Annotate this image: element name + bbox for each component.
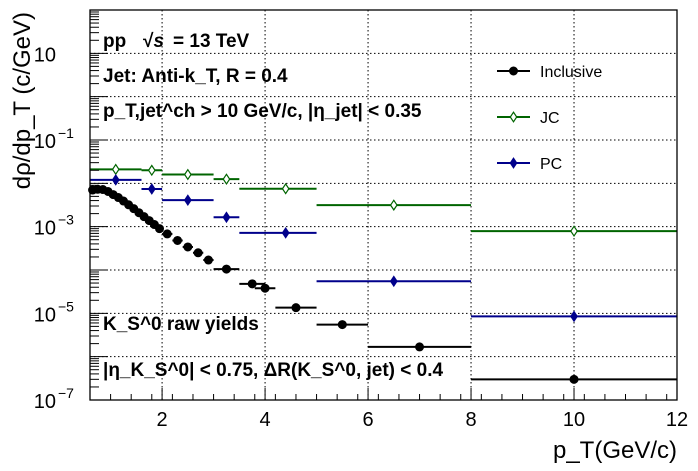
- legend-label: Inclusive: [540, 64, 602, 81]
- y-tick-exponent: −1: [58, 125, 74, 141]
- y-tick-exponent: −5: [58, 298, 74, 314]
- plot-frame: [89, 9, 678, 401]
- legend: Inclusive JC PC: [497, 64, 602, 173]
- data-point: [389, 275, 398, 288]
- annot-eta-cut: |η_K_S^0| < 0.75, ΔR(K_S^0, jet) < 0.4: [103, 360, 444, 381]
- data-point: [183, 242, 193, 252]
- data-point: [147, 164, 156, 177]
- data-point: [389, 199, 398, 211]
- data-point: [183, 168, 192, 181]
- data-point: [221, 264, 231, 274]
- data-point: [260, 283, 270, 293]
- data-point: [222, 211, 231, 224]
- data-point: [183, 194, 192, 206]
- data-point: [155, 224, 165, 234]
- data-point: [173, 235, 183, 245]
- legend-label: JC: [540, 110, 560, 127]
- data-point: [222, 173, 231, 186]
- x-tick-label: 12: [666, 409, 688, 431]
- y-tick-label: 10: [34, 304, 56, 326]
- data-point: [291, 303, 301, 313]
- data-point: [509, 157, 518, 169]
- annot-raw-yields: K_S^0 raw yields: [103, 314, 259, 335]
- annot-sqrt-s: √s: [143, 31, 164, 52]
- y-tick-exponent: −7: [58, 385, 74, 401]
- series-layer: [88, 163, 677, 384]
- data-point: [570, 310, 578, 323]
- data-point: [147, 183, 156, 195]
- data-point: [337, 320, 347, 330]
- annot-jet-algo: Jet: Anti-k_T, R = 0.4: [103, 66, 288, 87]
- grid: [90, 10, 677, 400]
- y-tick-exponent: −3: [58, 212, 74, 228]
- x-tick-label: 6: [362, 409, 373, 431]
- y-tick-label: 10: [34, 218, 56, 240]
- x-tick-label: 2: [157, 409, 168, 431]
- x-tick-label: 4: [260, 409, 271, 431]
- data-point: [570, 225, 578, 237]
- data-point: [247, 279, 257, 289]
- data-point: [281, 226, 290, 239]
- x-tick-label: 10: [563, 409, 585, 431]
- y-tick-label: 10: [34, 44, 56, 66]
- data-point: [415, 342, 425, 352]
- data-point: [569, 374, 579, 384]
- data-point: [203, 255, 213, 265]
- annot-energy: = 13 TeV: [173, 31, 250, 52]
- data-point: [111, 174, 120, 186]
- data-point: [162, 229, 172, 239]
- data-point: [509, 111, 518, 123]
- x-tick-label: 8: [465, 409, 476, 431]
- y-tick-label: 10: [34, 391, 56, 413]
- annot-system: pp: [103, 31, 126, 52]
- data-point: [281, 182, 290, 195]
- y-axis-title: dρ/dp_T (c/GeV): [9, 12, 36, 189]
- y-tick-label: 10: [34, 131, 56, 153]
- series-pc: [90, 174, 677, 323]
- legend-label: PC: [540, 156, 562, 173]
- annot-jet-pt-cut: p_T,jet^ch > 10 GeV/c, |η_jet| < 0.35: [103, 101, 422, 122]
- data-point: [193, 248, 203, 258]
- x-axis-title: p_T(GeV/c): [553, 437, 677, 464]
- series-jc: [90, 163, 677, 237]
- data-point: [509, 66, 518, 76]
